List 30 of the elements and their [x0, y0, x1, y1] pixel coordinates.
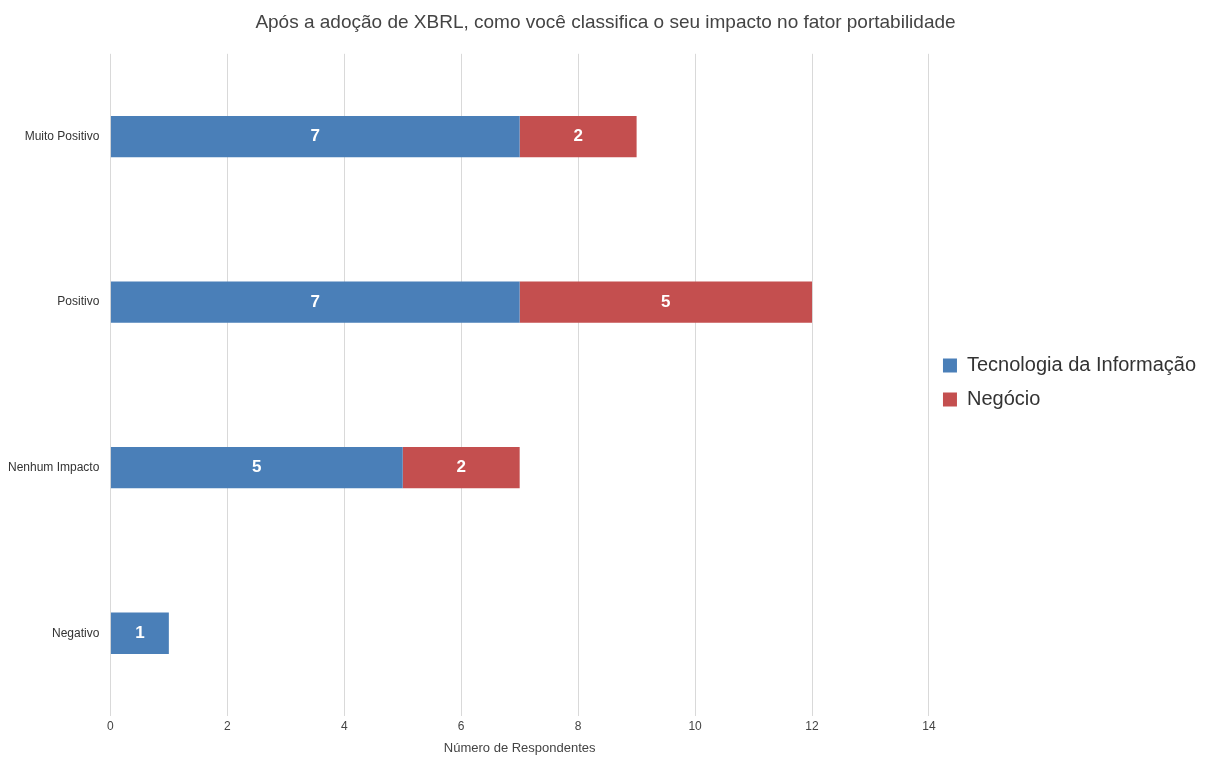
x-tick-label: 0	[107, 718, 115, 733]
data-label: 7	[310, 291, 321, 311]
y-tick-label: Muito Positivo	[24, 128, 100, 143]
x-tick-label: 4	[340, 718, 348, 733]
x-tick-label: 6	[457, 718, 465, 733]
x-axis-title: Número de Respondentes	[443, 739, 597, 755]
x-tick-label: 10	[688, 718, 703, 733]
legend-label: Tecnologia da Informação	[966, 353, 1197, 376]
data-label: 1	[135, 622, 145, 642]
bar	[110, 446, 403, 489]
bar	[519, 115, 637, 158]
data-label: 7	[310, 126, 321, 146]
bar	[402, 446, 520, 489]
y-tick-label: Nenhum Impacto	[7, 459, 100, 474]
bar	[110, 281, 520, 323]
y-tick-label: Positivo	[57, 294, 100, 309]
bar	[110, 612, 169, 654]
data-label: 2	[573, 126, 583, 146]
x-tick-label: 2	[223, 718, 231, 733]
data-label: 5	[252, 457, 262, 477]
data-label: 2	[456, 457, 466, 477]
bar	[519, 281, 813, 323]
x-tick-label: 14	[922, 718, 936, 733]
legend-label: Negócio	[966, 387, 1041, 410]
chart-title: Após a adoção de XBRL, como você classifica o seu impacto no fator portabilidade	[255, 10, 956, 32]
y-tick-label: Negativo	[52, 625, 100, 640]
x-tick-label: 8	[574, 718, 582, 733]
x-tick-label: 12	[805, 718, 820, 733]
bar	[110, 115, 520, 158]
data-label: 5	[661, 291, 671, 311]
